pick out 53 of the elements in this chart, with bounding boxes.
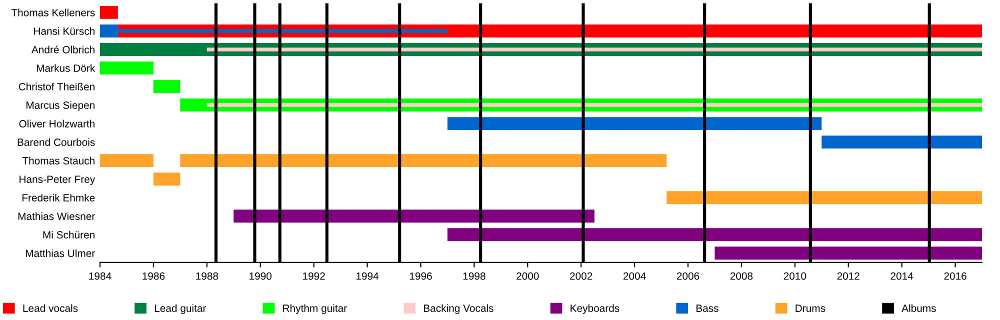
- x-tick-label: 1998: [463, 272, 486, 280]
- legend-label: Bass: [696, 304, 718, 312]
- x-tick-label: 2004: [623, 272, 646, 280]
- x-tick-label: 2006: [676, 272, 700, 280]
- y-tick-label: Hans-Peter Frey: [20, 176, 96, 186]
- bar: [234, 210, 594, 223]
- legend-label: Backing Vocals: [424, 304, 494, 314]
- x-tick-label: 1988: [196, 272, 218, 280]
- x-tick-label: 2002: [570, 272, 592, 280]
- y-tick-label: Markus Dörk: [36, 64, 96, 72]
- x-tick-label: 2016: [944, 272, 966, 280]
- bar: [100, 154, 154, 168]
- legend-label: Rhythm guitar: [283, 304, 347, 314]
- y-tick-label: André Olbrich: [31, 46, 94, 54]
- legend-label: Drums: [796, 304, 826, 312]
- y-tick-label: Thomas Kelleners: [11, 8, 95, 16]
- x-tick-label: 1986: [142, 272, 165, 280]
- y-tick-label: Hansi Kürsch: [34, 27, 94, 35]
- y-tick-label: Barend Courbois: [18, 138, 95, 146]
- y-tick-label: Christof Theißen: [18, 82, 94, 90]
- bar: [714, 246, 982, 260]
- y-tick-label: Frederik Ehmke: [22, 194, 95, 202]
- x-tick-label: 2000: [516, 272, 539, 280]
- bar: [447, 228, 982, 242]
- legend-label: Lead guitar: [154, 304, 206, 314]
- bar: [206, 103, 982, 107]
- y-tick-label: Mi Schüren: [43, 230, 94, 239]
- x-tick-label: 1996: [410, 272, 432, 280]
- bar: [447, 117, 822, 130]
- bar: [206, 48, 982, 52]
- x-tick-label: 1992: [303, 272, 325, 280]
- y-tick-label: Marcus Siepen: [26, 101, 94, 111]
- bar: [100, 62, 154, 74]
- bar: [666, 191, 982, 204]
- x-tick-label: 2014: [890, 272, 914, 280]
- y-tick-label: Oliver Holzwarth: [19, 120, 94, 128]
- x-tick-label: 2008: [730, 272, 753, 280]
- legend-label: Keyboards: [570, 304, 620, 314]
- x-tick-label: 2010: [784, 272, 806, 280]
- x-tick-label: 1984: [89, 272, 112, 280]
- legend-label: Lead vocals: [23, 304, 78, 312]
- x-tick-label: 1994: [356, 272, 379, 280]
- y-tick-label: Mathias Wiesner: [18, 212, 95, 220]
- bar: [153, 80, 180, 93]
- x-tick-label: 1990: [250, 272, 272, 280]
- legend-label: Albums: [902, 304, 936, 312]
- y-tick-label: Matthias Ulmer: [26, 249, 95, 258]
- bar: [180, 154, 667, 168]
- bar: [822, 136, 982, 149]
- x-tick-label: 2012: [837, 272, 860, 280]
- y-tick-label: Thomas Stauch: [22, 156, 94, 164]
- bar: [100, 6, 118, 19]
- bar: [153, 172, 180, 186]
